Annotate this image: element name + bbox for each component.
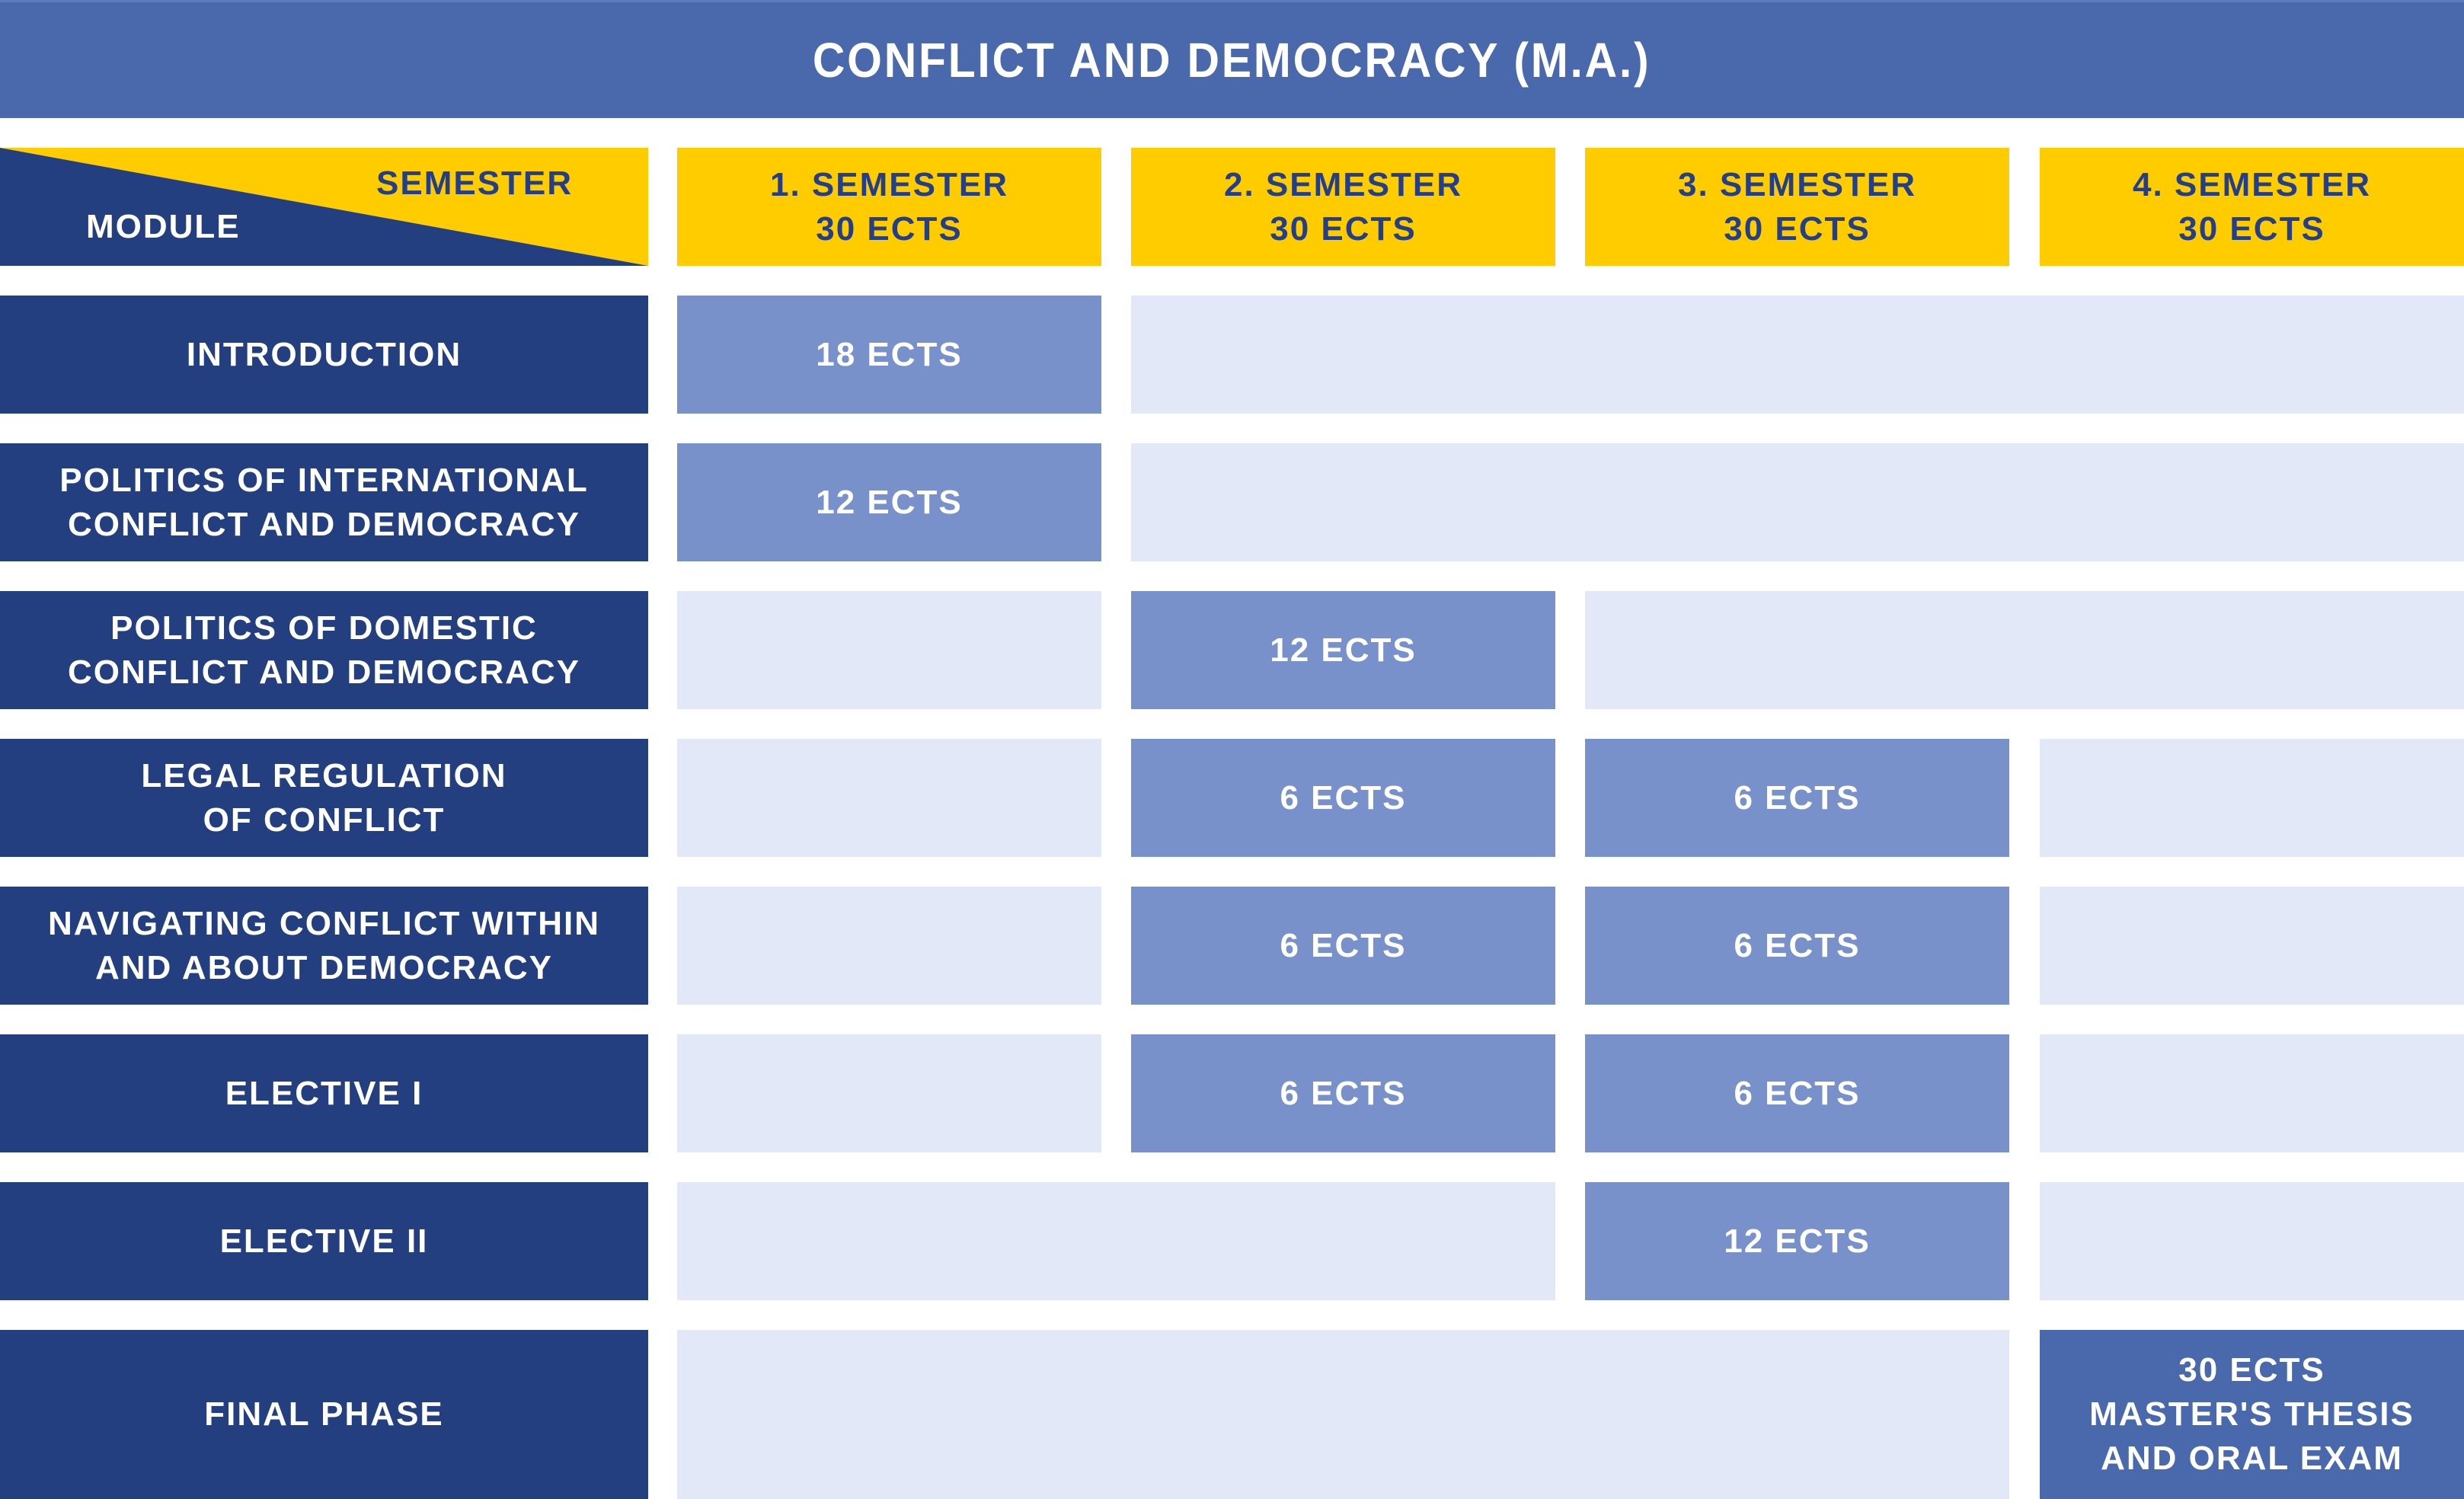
module-label: INTRODUCTION (0, 296, 648, 414)
empty-cell (2040, 1182, 2464, 1300)
ects-value: 6 ECTS (1734, 926, 1861, 964)
ects-value: 6 ECTS (1734, 778, 1861, 817)
ects-value: 12 ECTS (1724, 1222, 1871, 1260)
ects-cell: 6 ECTS (1585, 1034, 2009, 1152)
semester-name: 1. SEMESTER (770, 165, 1008, 203)
ects-value: 6 ECTS (1280, 926, 1407, 964)
empty-cell (677, 1182, 1555, 1300)
empty-cell (1131, 443, 2464, 561)
module-label: POLITICS OF INTERNATIONAL CONFLICT AND D… (0, 443, 648, 561)
ects-value: 6 ECTS (1280, 778, 1407, 817)
thesis-cell: 30 ECTS MASTER'S THESIS AND ORAL EXAM (2040, 1330, 2464, 1499)
diagonal-split-graphic (0, 148, 648, 266)
semester-name: 4. SEMESTER (2133, 165, 2371, 203)
semester-header-1: 1. SEMESTER 30 ECTS (677, 148, 1101, 266)
ects-cell: 6 ECTS (1131, 739, 1555, 857)
ects-value: 30 ECTS MASTER'S THESIS AND ORAL EXAM (2089, 1351, 2414, 1477)
semester-name: 3. SEMESTER (1678, 165, 1916, 203)
semester-ects: 30 ECTS (1724, 209, 1871, 248)
ects-cell: 12 ECTS (1131, 591, 1555, 709)
semester-axis-label: SEMESTER (376, 165, 574, 202)
semester-header-3: 3. SEMESTER 30 ECTS (1585, 148, 2009, 266)
empty-cell (1131, 296, 2464, 414)
ects-cell: 6 ECTS (1131, 1034, 1555, 1152)
semester-header-4: 4. SEMESTER 30 ECTS (2040, 148, 2464, 266)
ects-cell: 6 ECTS (1131, 887, 1555, 1005)
module-label: FINAL PHASE (0, 1330, 648, 1499)
ects-cell: 6 ECTS (1585, 739, 2009, 857)
ects-value: 12 ECTS (816, 483, 963, 521)
semester-ects: 30 ECTS (816, 209, 963, 248)
module-axis-label: MODULE (86, 208, 241, 245)
ects-value: 6 ECTS (1734, 1074, 1861, 1112)
module-label: ELECTIVE II (0, 1182, 648, 1300)
empty-cell (677, 739, 1101, 857)
title-bar: CONFLICT AND DEMOCRACY (M.A.) (0, 0, 2464, 118)
empty-cell (1585, 591, 2464, 709)
ects-cell: 12 ECTS (677, 443, 1101, 561)
semester-name: 2. SEMESTER (1224, 165, 1462, 203)
ects-value: 12 ECTS (1270, 631, 1417, 669)
semester-ects: 30 ECTS (2178, 209, 2325, 248)
empty-cell (677, 887, 1101, 1005)
semester-header-2: 2. SEMESTER 30 ECTS (1131, 148, 1555, 266)
module-label: NAVIGATING CONFLICT WITHIN AND ABOUT DEM… (0, 887, 648, 1005)
empty-cell (677, 1034, 1101, 1152)
module-label: ELECTIVE I (0, 1034, 648, 1152)
empty-cell (2040, 887, 2464, 1005)
module-label: LEGAL REGULATION OF CONFLICT (0, 739, 648, 857)
empty-cell (2040, 1034, 2464, 1152)
empty-cell (677, 1330, 2009, 1499)
ects-value: 18 ECTS (816, 335, 963, 373)
empty-cell (2040, 739, 2464, 857)
ects-cell: 6 ECTS (1585, 887, 2009, 1005)
ects-cell: 12 ECTS (1585, 1182, 2009, 1300)
empty-cell (677, 591, 1101, 709)
module-label: POLITICS OF DOMESTIC CONFLICT AND DEMOCR… (0, 591, 648, 709)
corner-header-cell: SEMESTER MODULE (0, 148, 648, 266)
ects-cell: 18 ECTS (677, 296, 1101, 414)
ects-value: 6 ECTS (1280, 1074, 1407, 1112)
semester-ects: 30 ECTS (1270, 209, 1417, 248)
page-title: CONFLICT AND DEMOCRACY (M.A.) (813, 33, 1651, 88)
